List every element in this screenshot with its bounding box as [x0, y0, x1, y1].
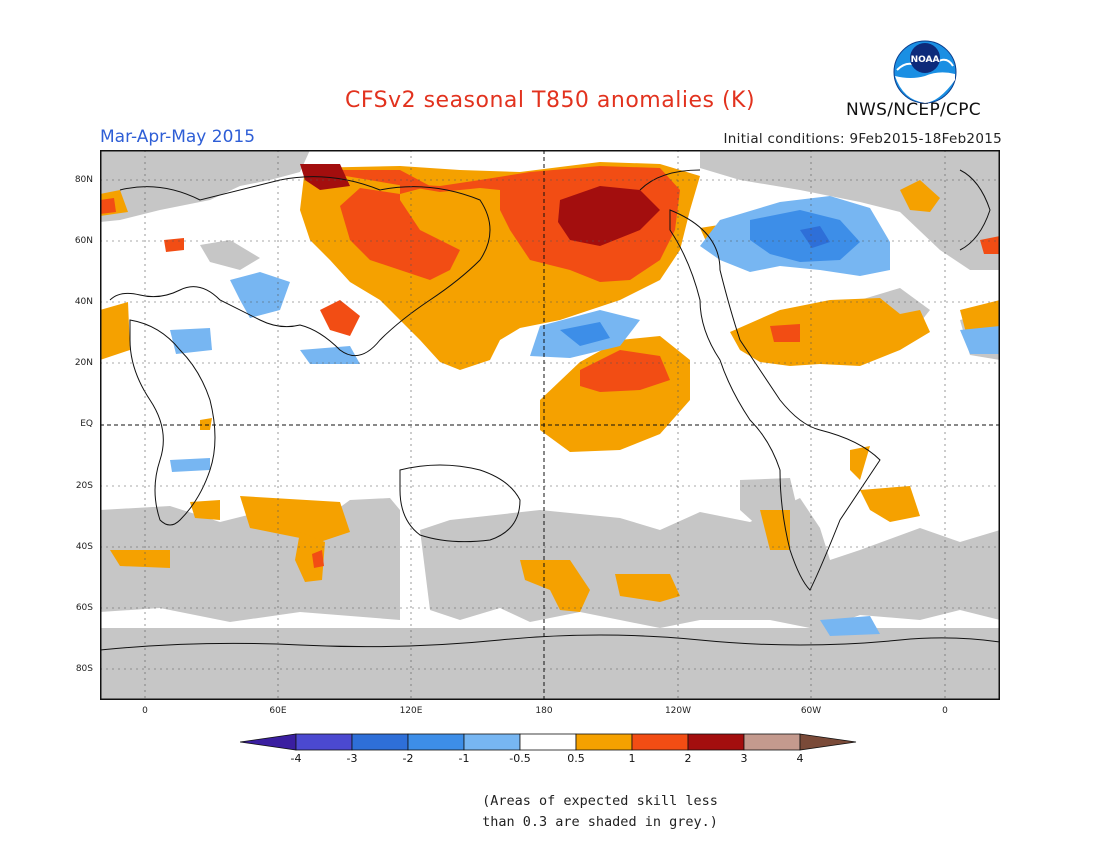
lat-label: 60N [74, 236, 93, 246]
colorbar-segment [463, 733, 521, 751]
skill-footnote: (Areas of expected skill less than 0.3 a… [0, 791, 1100, 833]
colorbar-segment [631, 733, 689, 751]
initial-conditions: Initial conditions: 9Feb2015-18Feb2015 [723, 131, 1002, 147]
color-bar [240, 733, 857, 751]
colorbar-arrow-low [240, 733, 297, 751]
colorbar-label: -0.5 [509, 752, 531, 765]
cold-anomaly-darkblue [800, 226, 830, 248]
footnote-line-1: (Areas of expected skill less [482, 793, 718, 809]
lat-label: 80S [75, 664, 93, 674]
lat-label: 80N [74, 175, 93, 185]
colorbar-label: 4 [796, 752, 804, 765]
coastlines [100, 169, 1000, 651]
map-title: CFSv2 seasonal T850 anomalies (K) [344, 88, 756, 113]
colorbar-label: -2 [402, 752, 414, 765]
colorbar-segment [743, 733, 801, 751]
colorbar-segment [295, 733, 353, 751]
colorbar-label: -4 [290, 752, 302, 765]
lat-label: 20S [75, 481, 93, 491]
equator-dateline [100, 150, 1000, 700]
colorbar-label: 3 [740, 752, 748, 765]
lon-label: 120E [399, 706, 423, 716]
lat-label: 20N [74, 358, 93, 368]
footnote-line-2: than 0.3 are shaded in grey.) [482, 814, 718, 830]
lon-label: 0 [942, 706, 948, 716]
colorbar-segment [519, 733, 577, 751]
lat-label: 40S [75, 542, 93, 552]
lon-label: 60E [269, 706, 287, 716]
graticule [100, 150, 1000, 700]
colorbar-arrow-high [799, 733, 857, 751]
lon-label: 0 [142, 706, 148, 716]
lat-label: 60S [75, 603, 93, 613]
colorbar-segment [575, 733, 633, 751]
colorbar-segment [351, 733, 409, 751]
colorbar-label: 1 [628, 752, 636, 765]
lat-label: 40N [74, 297, 93, 307]
anomaly-map [100, 150, 1000, 700]
lon-label: 180 [535, 706, 553, 716]
colorbar-label: 0.5 [567, 752, 585, 765]
lon-label: 120W [664, 706, 692, 716]
colorbar-segment [687, 733, 745, 751]
season-label: Mar-Apr-May 2015 [100, 127, 256, 147]
logo-text: NOAA [911, 55, 940, 65]
noaa-logo: NOAA [893, 40, 957, 104]
lon-label: 60W [800, 706, 822, 716]
colorbar-label: 2 [684, 752, 692, 765]
organization-label: NWS/NCEP/CPC [846, 100, 981, 120]
colorbar-segment [407, 733, 465, 751]
lat-label: EQ [80, 419, 93, 429]
colorbar-label: -1 [458, 752, 470, 765]
colorbar-label: -3 [346, 752, 358, 765]
